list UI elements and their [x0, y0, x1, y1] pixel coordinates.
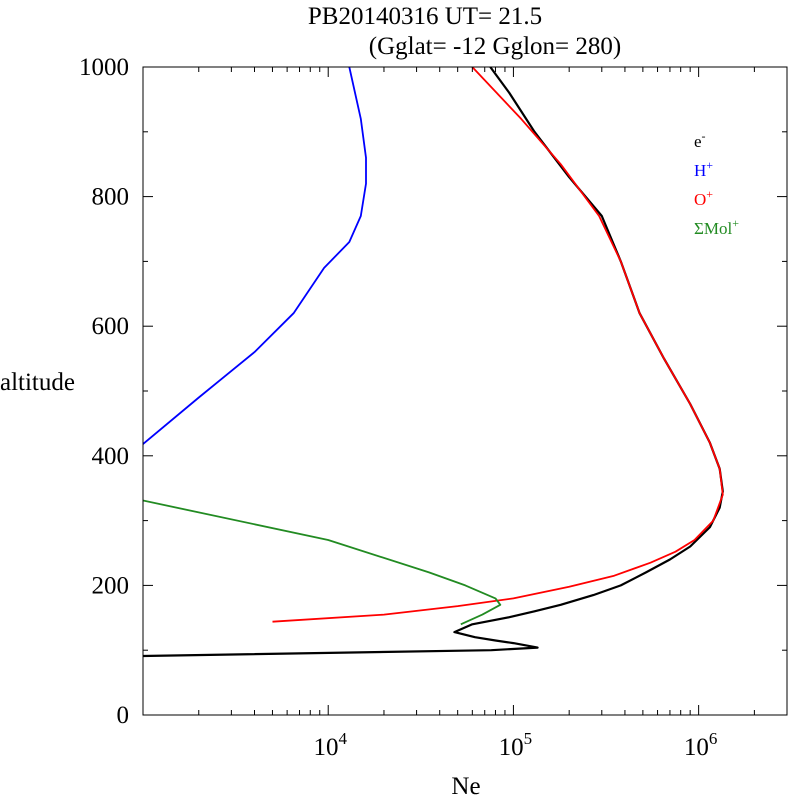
x-tick-label: 106	[684, 729, 718, 761]
y-tick-label: 400	[92, 443, 130, 470]
legend-item-0: e-	[694, 129, 706, 151]
x-tick-labels: 104 105 106	[313, 729, 717, 761]
y-tick-label: 600	[92, 313, 130, 340]
y-tick-label: 800	[92, 184, 130, 211]
chart-subtitle: (Gglat= -12 Gglon= 280)	[369, 33, 621, 60]
x-tick-label: 104	[313, 729, 347, 761]
legend-item-2: O+	[694, 187, 713, 209]
series-line-3	[143, 499, 502, 626]
series-layer	[143, 67, 724, 658]
ticks-layer	[142, 66, 788, 716]
y-tick-label: 0	[117, 702, 130, 729]
y-axis-label: altitude	[0, 369, 75, 396]
y-tick-labels: 0 200 400 600 800 1000	[79, 54, 129, 729]
legend-item-3: ΣMol+	[694, 216, 739, 238]
series-line-2	[272, 67, 724, 623]
y-tick-label: 1000	[79, 54, 129, 81]
x-tick-label: 105	[499, 729, 533, 761]
plot-frame	[142, 66, 788, 716]
chart-title: PB20140316 UT= 21.5	[308, 3, 542, 30]
x-axis-label: Ne	[451, 773, 480, 796]
y-tick-label: 200	[92, 572, 130, 599]
legend-item-1: H+	[694, 158, 713, 180]
series-line-1	[143, 67, 367, 445]
legend: e- H+ O+ ΣMol+	[694, 129, 739, 238]
